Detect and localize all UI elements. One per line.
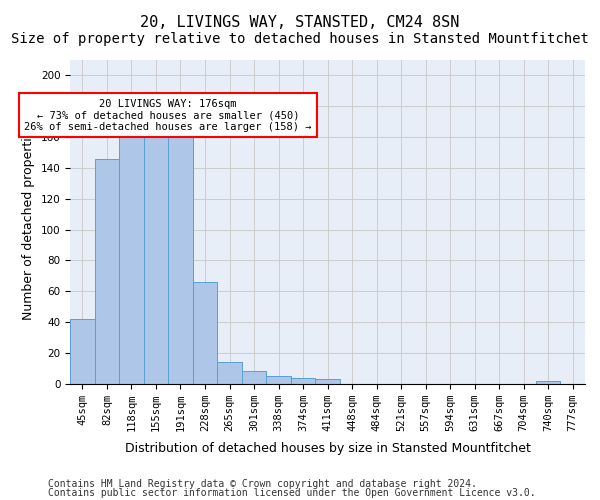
Bar [291, 378, 316, 384]
Text: Contains HM Land Registry data © Crown copyright and database right 2024.: Contains HM Land Registry data © Crown c… [48, 479, 477, 489]
Y-axis label: Number of detached properties: Number of detached properties [22, 124, 35, 320]
Bar [316, 379, 340, 384]
Bar [266, 376, 291, 384]
X-axis label: Distribution of detached houses by size in Stansted Mountfitchet: Distribution of detached houses by size … [125, 442, 530, 455]
Text: Size of property relative to detached houses in Stansted Mountfitchet: Size of property relative to detached ho… [11, 32, 589, 46]
Bar [193, 282, 217, 384]
Bar [119, 124, 144, 384]
Bar [217, 362, 242, 384]
Bar [70, 319, 95, 384]
Text: 20, LIVINGS WAY, STANSTED, CM24 8SN: 20, LIVINGS WAY, STANSTED, CM24 8SN [140, 15, 460, 30]
Bar [168, 124, 193, 384]
Bar [95, 158, 119, 384]
Text: Contains public sector information licensed under the Open Government Licence v3: Contains public sector information licen… [48, 488, 536, 498]
Bar [536, 380, 560, 384]
Bar [242, 372, 266, 384]
Bar [144, 124, 168, 384]
Text: 20 LIVINGS WAY: 176sqm
← 73% of detached houses are smaller (450)
26% of semi-de: 20 LIVINGS WAY: 176sqm ← 73% of detached… [25, 98, 312, 132]
